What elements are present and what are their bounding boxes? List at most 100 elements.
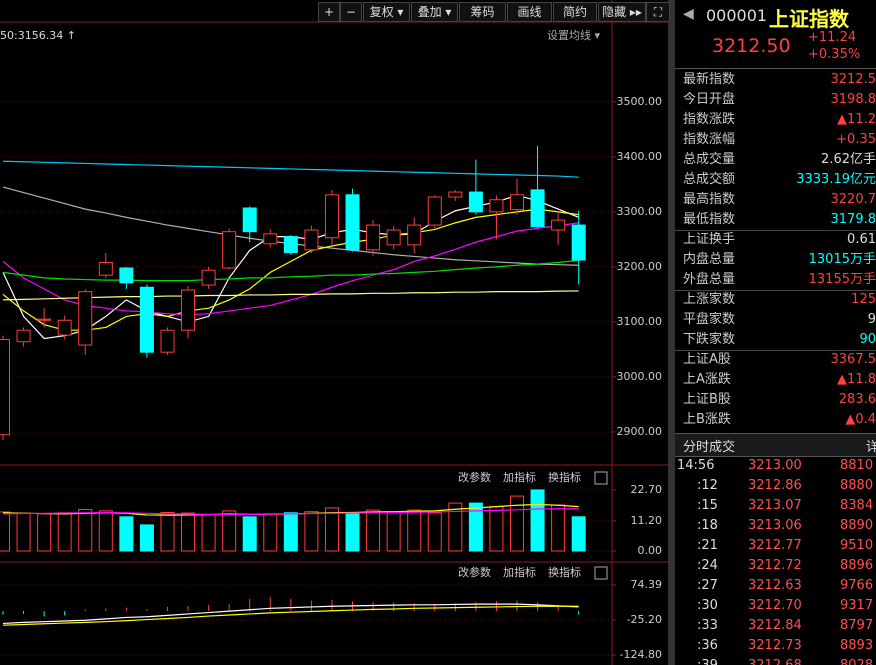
- stat-value: 2.62亿手: [821, 152, 876, 167]
- toolbar-button[interactable]: −: [340, 2, 362, 22]
- toolbar-button[interactable]: 复权 ▾: [363, 2, 410, 22]
- trade-price: 3212.77: [748, 538, 802, 553]
- trade-time: :33: [697, 618, 718, 633]
- stat-label: 最新指数: [683, 72, 736, 87]
- toolbar-button[interactable]: 筹码: [459, 2, 506, 22]
- toolbar-button[interactable]: 画线: [507, 2, 552, 22]
- trade-volume: 8384: [840, 498, 874, 513]
- toolbar-button[interactable]: 隐藏 ▸▸: [598, 2, 646, 22]
- trade-time: :24: [697, 558, 718, 573]
- indicator-menu[interactable]: 改参数: [458, 470, 491, 484]
- stat-value: 3367.5: [830, 352, 876, 367]
- bar: [407, 509, 422, 552]
- trade-price: 3212.68: [748, 656, 802, 665]
- stat-label: 最高指数: [683, 192, 736, 207]
- bar: [222, 510, 237, 552]
- indicator-line: [2, 605, 579, 626]
- y-tick-label: 3300.00: [617, 205, 663, 218]
- bar: [489, 506, 504, 552]
- stat-value: 0.61: [847, 232, 876, 247]
- candle-body: [489, 199, 504, 213]
- y-tick-label: 2900.00: [617, 425, 663, 438]
- bar: [345, 512, 360, 552]
- stat-label: 上B涨跌: [683, 412, 731, 427]
- candle-body: [57, 319, 72, 336]
- stat-label: 下跌家数: [683, 332, 736, 347]
- y-tick-label: -25.20: [627, 613, 662, 626]
- splitter: [668, 0, 675, 665]
- candle-body: [78, 291, 93, 346]
- trade-time: :15: [697, 498, 718, 513]
- toolbar-button[interactable]: 叠加 ▾: [411, 2, 458, 22]
- trade-price: 3212.84: [748, 618, 802, 633]
- bar: [181, 512, 196, 552]
- change-pct: +0.35%: [808, 47, 861, 62]
- bar: [78, 509, 93, 552]
- stat-value: +0.35: [836, 132, 876, 147]
- close-box: [594, 566, 608, 580]
- indicator-menu[interactable]: 加指标: [503, 565, 536, 579]
- stat-label: 外盘总量: [683, 272, 736, 287]
- trade-volume: 8028: [840, 656, 873, 665]
- stat-value: 3179.8: [830, 212, 876, 227]
- indicator-menu[interactable]: 加指标: [503, 470, 536, 484]
- stat-value: ▲11.8: [837, 372, 876, 387]
- trade-volume: 8797: [840, 618, 874, 633]
- change: +11.24: [808, 30, 857, 45]
- y-tick-label: 3200.00: [617, 260, 663, 273]
- bar: [366, 509, 381, 552]
- candle-body: [530, 189, 545, 228]
- y-tick-label: 3400.00: [617, 150, 663, 163]
- indicator-line: [2, 259, 579, 282]
- candle-body: [468, 191, 483, 213]
- chart-area: 50:3156.34 ↑ 设置均线 ▾ 3500.00 3400.00 3300.0…: [0, 0, 668, 665]
- y-tick-label: 3500.00: [617, 95, 663, 108]
- bar: [139, 524, 154, 552]
- stat-label: 上证A股: [683, 352, 731, 367]
- candle-body: [119, 267, 134, 284]
- candle-body: [448, 191, 463, 198]
- y-tick-label: -124.80: [620, 648, 662, 661]
- ma-settings[interactable]: 设置均线 ▾: [547, 28, 600, 42]
- indicator-menu[interactable]: 换指标: [548, 565, 581, 579]
- stat-label: 上A涨跌: [683, 372, 731, 387]
- bar: [530, 489, 545, 552]
- trade-volume: 8880: [840, 478, 874, 493]
- trade-volume: 9317: [840, 598, 874, 613]
- candle-body: [16, 329, 31, 343]
- candle-body: [160, 329, 175, 353]
- candle-body: [37, 318, 52, 321]
- candle-body: [551, 219, 566, 231]
- bar: [304, 511, 319, 552]
- trade-time: 14:56: [677, 458, 715, 473]
- stat-label: 平盘家数: [683, 312, 736, 327]
- trade-volume: 8896: [840, 558, 874, 573]
- trade-volume: 8890: [840, 518, 874, 533]
- trade-volume: 9766: [840, 578, 874, 593]
- trade-time: :12: [697, 478, 718, 493]
- trade-volume: 8810: [840, 458, 874, 473]
- toolbar-button[interactable]: +: [318, 2, 340, 22]
- indicator-menu[interactable]: 换指标: [548, 470, 581, 484]
- candle-body: [324, 194, 339, 239]
- divider: [675, 230, 876, 231]
- toolbar-button[interactable]: ⛶: [646, 2, 670, 22]
- indicator-line: [2, 160, 579, 178]
- stock-code: 000001: [706, 6, 768, 25]
- trades-more[interactable]: 详: [866, 440, 876, 455]
- stat-value: 13155万手: [808, 272, 876, 287]
- bar: [57, 512, 72, 552]
- bar: [551, 504, 566, 552]
- stat-value: 3333.19亿元: [796, 172, 876, 187]
- indicator-menu[interactable]: 改参数: [458, 565, 491, 579]
- close-box: [594, 471, 608, 485]
- indicator-line: [2, 208, 579, 331]
- stat-label: 内盘总量: [683, 252, 736, 267]
- trade-time: :36: [697, 638, 718, 653]
- candle-body: [222, 231, 237, 269]
- back-arrow[interactable]: ◀: [683, 6, 694, 22]
- stock-name: 上证指数: [769, 7, 849, 31]
- candle-body: [304, 229, 319, 251]
- toolbar-button[interactable]: 简约: [553, 2, 597, 22]
